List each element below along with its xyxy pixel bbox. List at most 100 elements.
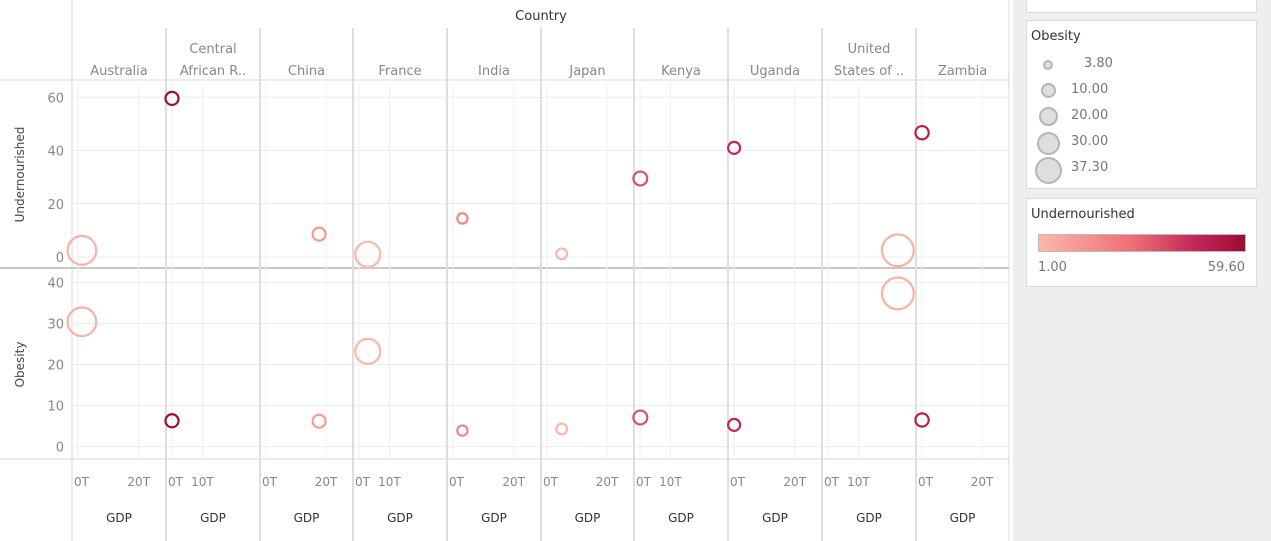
- y-tick-label: 0: [56, 251, 64, 266]
- data-point: [727, 417, 742, 432]
- y-tick-label: 10: [47, 400, 64, 415]
- data-point: [164, 90, 180, 106]
- y-axis-title: Obesity: [13, 342, 27, 388]
- country-label: African R..: [180, 64, 246, 79]
- data-point: [311, 413, 327, 429]
- x-tick-label: 20T: [596, 475, 619, 489]
- data-point: [880, 276, 915, 311]
- size-legend-label: 37.30: [1071, 160, 1109, 175]
- data-point: [311, 226, 327, 242]
- color-legend-title: Undernourished: [1031, 207, 1135, 222]
- y-axis-title: Undernourished: [13, 127, 27, 223]
- x-tick-label: 0T: [355, 475, 371, 489]
- data-point: [164, 413, 180, 429]
- country-label: United: [848, 42, 891, 57]
- data-point: [456, 212, 469, 225]
- x-tick-label: 0T: [74, 475, 90, 489]
- chart-area: Country 0 20 40 60 Undernourished 0 10 20 30 40 Obe…: [0, 0, 1013, 541]
- x-tick-label: 20T: [971, 475, 994, 489]
- x-axis-title: GDP: [856, 511, 882, 525]
- size-legend-item: 37.30: [1027, 157, 1256, 184]
- size-legend-label: 10.00: [1071, 82, 1109, 97]
- size-circle-icon: [1041, 83, 1056, 98]
- size-legend: Obesity 3.80 10.00 20.00 30.00 37.30: [1026, 20, 1257, 189]
- x-axis-title: GDP: [106, 511, 132, 525]
- size-legend-label: 20.00: [1071, 108, 1109, 123]
- country-label: China: [288, 64, 325, 79]
- data-point: [555, 247, 569, 261]
- country-label: India: [478, 64, 510, 79]
- size-circle-icon: [1037, 132, 1060, 155]
- country-label: Central: [189, 42, 236, 57]
- data-point: [880, 233, 915, 268]
- legend-card-top: [1026, 0, 1257, 13]
- x-tick-label: 10T: [659, 475, 682, 489]
- data-point: [632, 170, 649, 187]
- data-point: [66, 234, 98, 266]
- x-tick-label: 0T: [168, 475, 184, 489]
- y-tick-label: 30: [47, 317, 64, 332]
- size-legend-item: 10.00: [1027, 80, 1256, 104]
- x-tick-label: 0T: [730, 475, 746, 489]
- x-tick-label: 0T: [262, 475, 278, 489]
- country-label: States of ..: [834, 64, 904, 79]
- data-point: [632, 409, 649, 426]
- x-tick-label: 10T: [378, 475, 401, 489]
- x-tick-label: 0T: [918, 475, 934, 489]
- x-tick-label: 20T: [127, 475, 150, 489]
- size-legend-item: 30.00: [1027, 132, 1256, 156]
- country-label: Zambia: [938, 64, 987, 79]
- data-point: [456, 424, 469, 437]
- y-tick-label: 40: [47, 145, 64, 160]
- x-tick-label: 20T: [315, 475, 338, 489]
- scatter-chart: Country 0 20 40 60 Undernourished 0 10 20 30 40 Obe…: [0, 0, 1010, 541]
- x-axis-title: GDP: [762, 511, 788, 525]
- country-label: Japan: [568, 64, 605, 79]
- y-tick-label: 60: [47, 91, 64, 106]
- country-label: Kenya: [661, 64, 701, 79]
- column-header: Country: [515, 9, 567, 24]
- data-point: [727, 140, 742, 155]
- x-axis-title: GDP: [575, 511, 601, 525]
- x-axis-title: GDP: [294, 511, 320, 525]
- data-point: [914, 124, 930, 141]
- x-tick-label: 0T: [636, 475, 652, 489]
- x-tick-label: 0T: [543, 475, 559, 489]
- y-tick-label: 40: [47, 276, 64, 291]
- x-axis-title: GDP: [668, 511, 694, 525]
- x-tick-label: 20T: [502, 475, 525, 489]
- data-point: [555, 422, 569, 436]
- color-legend: Undernourished 1.00 59.60: [1026, 198, 1257, 287]
- country-label: France: [378, 64, 421, 79]
- size-circle-icon: [1035, 157, 1062, 184]
- y-tick-label: 0: [56, 441, 64, 456]
- size-circle-icon: [1039, 107, 1058, 126]
- color-ramp-max: 59.60: [1207, 260, 1245, 275]
- color-ramp: [1038, 234, 1246, 252]
- x-tick-label: 10T: [191, 475, 214, 489]
- data-point: [354, 240, 382, 268]
- size-legend-title: Obesity: [1031, 29, 1081, 44]
- size-legend-label: 30.00: [1071, 134, 1109, 149]
- x-axis-title: GDP: [950, 511, 976, 525]
- y-tick-label: 20: [47, 198, 64, 213]
- y-tick-label: 20: [47, 359, 64, 374]
- x-tick-label: 10T: [847, 475, 870, 489]
- data-point: [354, 337, 382, 365]
- size-circle-icon: [1043, 60, 1053, 70]
- country-label: Australia: [90, 64, 148, 79]
- country-label: Uganda: [750, 64, 800, 79]
- x-tick-label: 0T: [449, 475, 465, 489]
- x-axis-title: GDP: [200, 511, 226, 525]
- x-tick-label: 0T: [824, 475, 840, 489]
- x-tick-label: 20T: [783, 475, 806, 489]
- x-axis-title: GDP: [387, 511, 413, 525]
- legend-panel: Obesity 3.80 10.00 20.00 30.00 37.30 Und…: [1013, 0, 1271, 541]
- size-legend-label: 3.80: [1084, 56, 1113, 71]
- x-axis-title: GDP: [481, 511, 507, 525]
- data-point: [914, 412, 930, 428]
- size-legend-item: 3.80: [1027, 54, 1256, 78]
- size-legend-item: 20.00: [1027, 106, 1256, 130]
- data-point: [66, 306, 98, 338]
- color-ramp-min: 1.00: [1038, 260, 1067, 275]
